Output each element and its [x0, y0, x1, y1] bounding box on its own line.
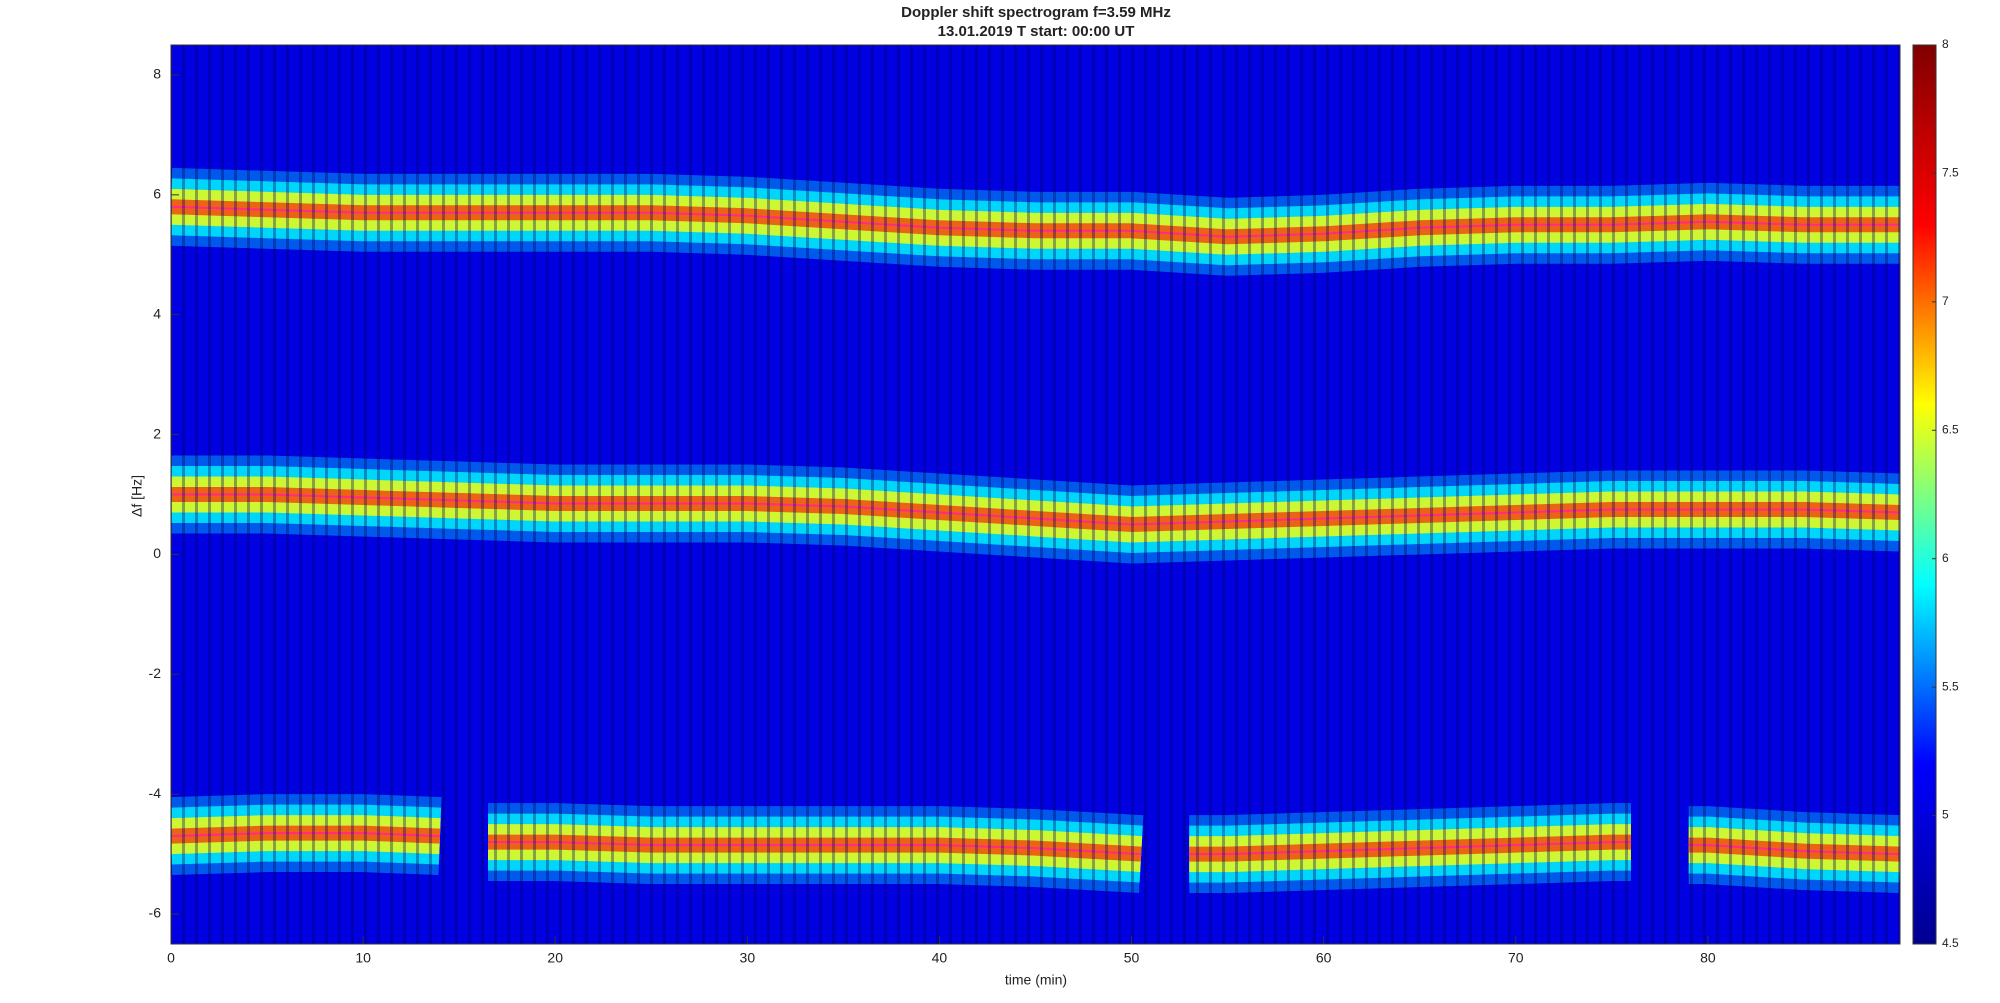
y-tick-label: 4 [153, 305, 161, 321]
x-tick-label: 70 [1508, 950, 1524, 966]
x-tick-label: 80 [1700, 950, 1716, 966]
colorbar-tick-label: 6 [1942, 551, 1949, 565]
y-tick-label: 0 [153, 545, 161, 561]
colorbar-tick-label: 7.5 [1942, 166, 1959, 180]
x-tick-label: 20 [547, 950, 563, 966]
y-tick-label: -4 [149, 785, 162, 801]
y-tick-label: 2 [153, 425, 161, 441]
y-tick-label: 8 [153, 66, 161, 82]
x-tick-label: 50 [1124, 950, 1140, 966]
colorbar-tick-label: 8 [1942, 37, 1949, 51]
x-tick-label: 60 [1316, 950, 1332, 966]
colorbar-tick-label: 5.5 [1942, 679, 1959, 693]
colorbar-tick-label: 5 [1942, 808, 1949, 822]
x-axis-label: time (min) [1005, 972, 1067, 988]
plot-frame [170, 44, 1901, 945]
colorbar-tick-label: 7 [1942, 294, 1949, 308]
colorbar [1912, 44, 1937, 945]
texture [171, 45, 1900, 944]
y-tick-label: -2 [149, 665, 162, 681]
x-tick-label: 10 [355, 950, 371, 966]
chart-title: Doppler shift spectrogram f=3.59 MHz [901, 4, 1171, 21]
y-tick-label: 6 [153, 186, 161, 202]
colorbar-tick-label: 4.5 [1942, 936, 1959, 950]
x-tick-label: 40 [932, 950, 948, 966]
chart-subtitle: 13.01.2019 T start: 00:00 UT [938, 23, 1135, 40]
y-tick-label: -6 [149, 905, 162, 921]
x-tick-label: 30 [740, 950, 756, 966]
x-tick-label: 0 [167, 950, 175, 966]
y-axis-label: Δf [Hz] [129, 475, 145, 517]
colorbar-tick-label: 6.5 [1942, 422, 1959, 436]
